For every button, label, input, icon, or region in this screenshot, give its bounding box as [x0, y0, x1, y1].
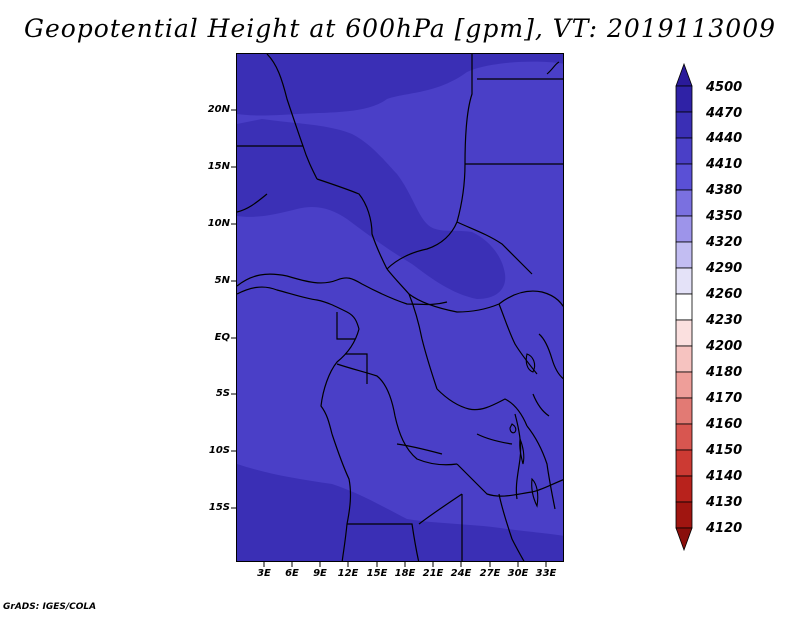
- lat-label-20n: 20N: [207, 104, 230, 115]
- height-contour-4440-south: [237, 464, 563, 561]
- colorbar-label-4440: 4440: [706, 131, 743, 146]
- colorbar-label-4470: 4470: [706, 106, 743, 121]
- colorbar-label-4160: 4160: [706, 417, 743, 432]
- colorbar: [675, 62, 693, 552]
- colorbar-segment: [675, 319, 693, 347]
- lon-label-3e: 3E: [257, 568, 271, 579]
- colorbar-segment: [675, 85, 693, 113]
- lon-label-9e: 9E: [313, 568, 327, 579]
- colorbar-label-4380: 4380: [706, 183, 743, 198]
- colorbar-segment: [675, 137, 693, 165]
- colorbar-segment: [675, 293, 693, 321]
- lon-label-15e: 15E: [366, 568, 388, 579]
- colorbar-label-4230: 4230: [706, 313, 743, 328]
- colorbar-segment: [675, 397, 693, 425]
- colorbar-label-4320: 4320: [706, 235, 743, 250]
- colorbar-label-4260: 4260: [706, 287, 743, 302]
- coastlines-borders: [237, 54, 563, 561]
- colorbar-segment: [675, 241, 693, 269]
- map-canvas: [237, 54, 563, 561]
- colorbar-segment: [675, 371, 693, 399]
- colorbar-label-4350: 4350: [706, 209, 743, 224]
- lon-label-27e: 27E: [479, 568, 501, 579]
- colorbar-segment: [675, 475, 693, 503]
- lat-label-eq: EQ: [214, 332, 230, 343]
- colorbar-segment: [675, 215, 693, 243]
- height-contour-4440-sahel: [237, 119, 506, 299]
- lon-label-6e: 6E: [285, 568, 299, 579]
- colorbar-label-4150: 4150: [706, 443, 743, 458]
- colorbar-segment: [675, 111, 693, 139]
- map-panel: [236, 53, 564, 562]
- colorbar-segment: [675, 501, 693, 529]
- lat-label-10s: 10S: [208, 445, 230, 456]
- colorbar-segment: [675, 423, 693, 451]
- colorbar-label-4410: 4410: [706, 157, 743, 172]
- colorbar-label-4500: 4500: [706, 80, 743, 95]
- lat-label-15n: 15N: [207, 161, 230, 172]
- grads-credit: GrADS: IGES/COLA: [3, 602, 97, 612]
- lat-label-15s: 15S: [208, 502, 230, 513]
- colorbar-top-arrow: [675, 62, 693, 87]
- lon-label-21e: 21E: [422, 568, 444, 579]
- lat-label-10n: 10N: [207, 218, 230, 229]
- colorbar-label-4140: 4140: [706, 469, 743, 484]
- lat-label-5s: 5S: [215, 388, 230, 399]
- lakes: [509, 61, 560, 508]
- colorbar-label-4290: 4290: [706, 261, 743, 276]
- lat-label-5n: 5N: [214, 275, 230, 286]
- map-title: Geopotential Height at 600hPa [gpm], VT:…: [23, 14, 777, 43]
- lon-label-24e: 24E: [450, 568, 472, 579]
- lon-label-12e: 12E: [337, 568, 359, 579]
- colorbar-label-4200: 4200: [706, 339, 743, 354]
- colorbar-segment: [675, 189, 693, 217]
- colorbar-segment: [675, 345, 693, 373]
- colorbar-label-4180: 4180: [706, 365, 743, 380]
- colorbar-bottom-arrow: [675, 527, 693, 552]
- lon-label-30e: 30E: [507, 568, 529, 579]
- colorbar-label-4120: 4120: [706, 521, 743, 536]
- colorbar-segment: [675, 449, 693, 477]
- colorbar-segment: [675, 267, 693, 295]
- colorbar-segment: [675, 163, 693, 191]
- lon-label-18e: 18E: [394, 568, 416, 579]
- colorbar-label-4130: 4130: [706, 495, 743, 510]
- lon-label-33e: 33E: [535, 568, 557, 579]
- height-contour-4440-north: [237, 54, 563, 116]
- colorbar-label-4170: 4170: [706, 391, 743, 406]
